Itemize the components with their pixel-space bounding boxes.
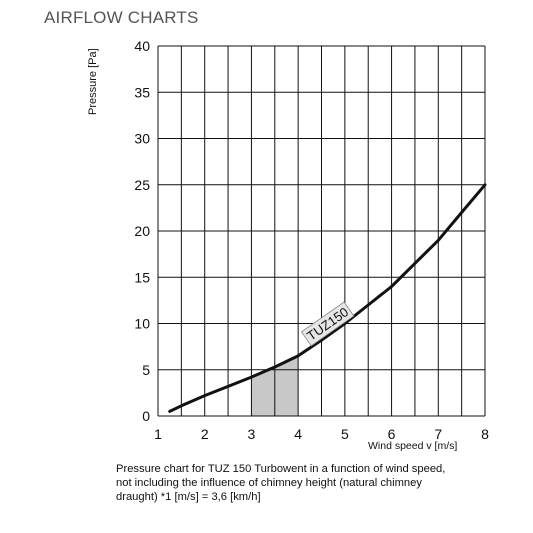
y-tick-label: 0 bbox=[142, 408, 150, 424]
y-tick-label: 10 bbox=[134, 316, 150, 332]
series-label-box bbox=[300, 301, 355, 347]
caption-line-2: not including the influence of chimney h… bbox=[116, 477, 422, 489]
x-tick-label: 4 bbox=[294, 426, 302, 442]
y-tick-label: 40 bbox=[134, 38, 150, 54]
y-tick-label: 5 bbox=[142, 362, 150, 378]
y-tick-label: 35 bbox=[134, 84, 150, 100]
x-tick-label: 2 bbox=[201, 426, 209, 442]
y-tick-label: 20 bbox=[134, 223, 150, 239]
x-tick-label: 5 bbox=[341, 426, 349, 442]
x-tick-label: 3 bbox=[248, 426, 256, 442]
caption-line-1: Pressure chart for TUZ 150 Turbowent in … bbox=[116, 463, 446, 475]
y-axis-label: Pressure [Pa] bbox=[87, 48, 99, 115]
y-tick-label: 25 bbox=[134, 177, 150, 193]
x-axis-label: Wind speed v [m/s] bbox=[368, 440, 457, 452]
page-title: AIRFLOW CHARTS bbox=[44, 8, 199, 27]
series-line-tuz150 bbox=[168, 183, 487, 413]
y-tick-label: 15 bbox=[134, 269, 150, 285]
y-tick-label: 30 bbox=[134, 131, 150, 147]
x-tick-label: 6 bbox=[388, 426, 396, 442]
caption-line-3: draught) *1 [m/s] = 3,6 [km/h] bbox=[116, 491, 261, 503]
x-tick-label: 7 bbox=[434, 426, 442, 442]
x-tick-label: 8 bbox=[481, 426, 489, 442]
x-tick-label: 1 bbox=[154, 426, 162, 442]
chart-caption: Pressure chart for TUZ 150 Turbowent in … bbox=[116, 462, 488, 504]
